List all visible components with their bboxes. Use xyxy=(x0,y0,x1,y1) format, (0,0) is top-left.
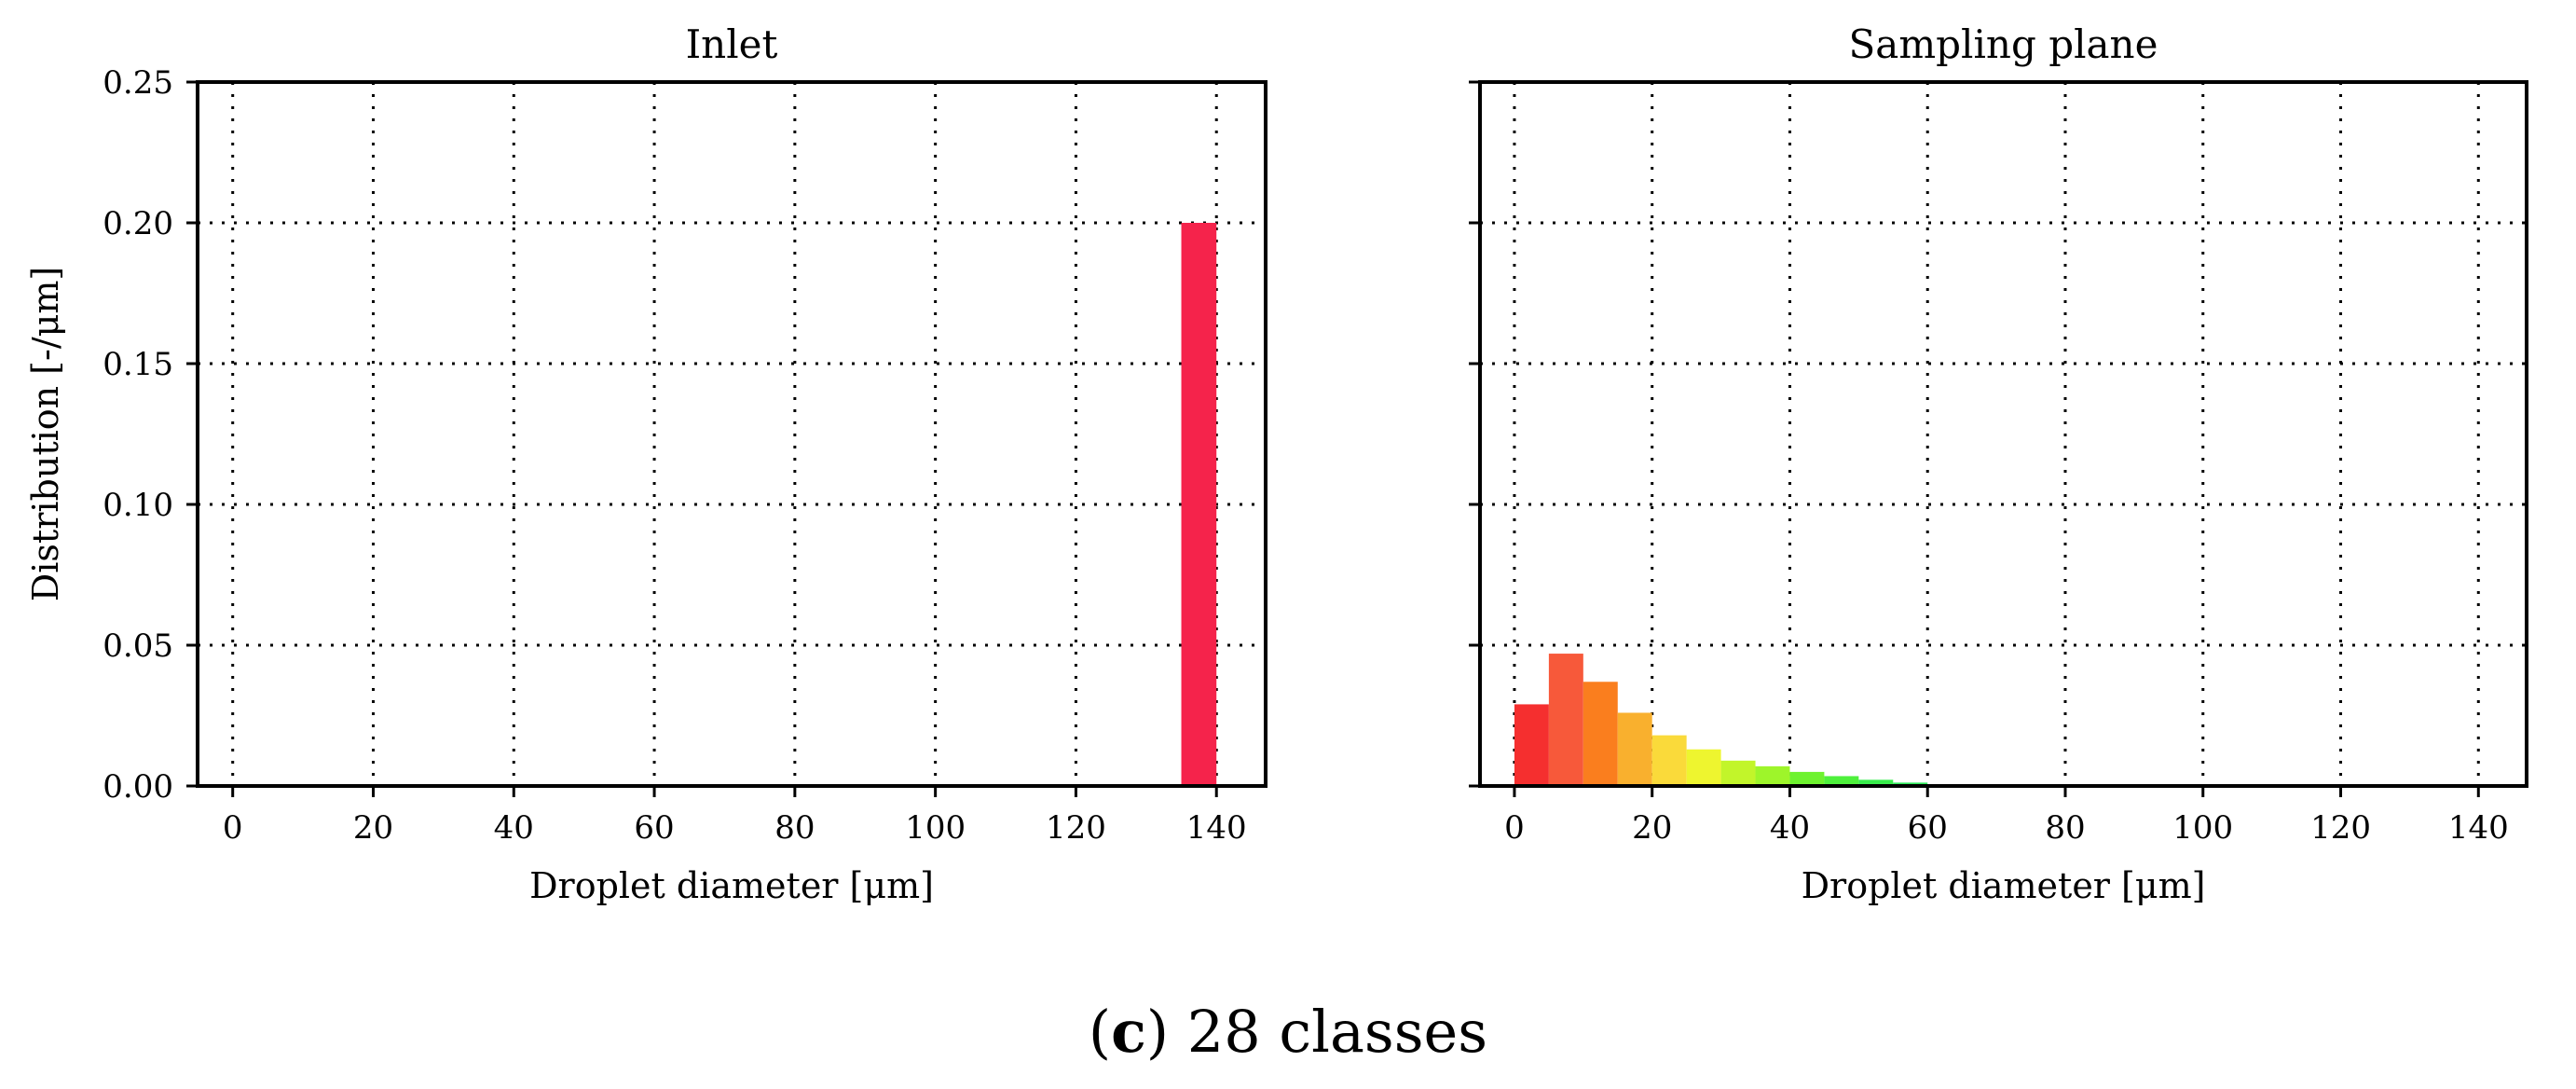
x-tick-label: 80 xyxy=(2045,809,2085,847)
bar xyxy=(1548,654,1583,786)
panel-title: Sampling plane xyxy=(1849,21,2158,67)
caption-text: 28 classes xyxy=(1186,998,1488,1066)
x-tick-label: 20 xyxy=(1632,809,1672,847)
x-tick-label: 80 xyxy=(774,809,815,847)
panel-title: Inlet xyxy=(686,21,778,67)
bar xyxy=(1789,771,1825,786)
x-tick-label: 120 xyxy=(1046,809,1106,847)
bar xyxy=(1583,682,1618,786)
y-tick-label: 0.00 xyxy=(103,768,173,806)
x-tick-label: 20 xyxy=(353,809,393,847)
x-tick-label: 120 xyxy=(2310,809,2371,847)
plot-frame xyxy=(1478,80,2528,788)
y-tick-label: 0.05 xyxy=(103,627,173,665)
y-tick-label: 0.25 xyxy=(103,64,173,102)
x-tick-label: 100 xyxy=(905,809,966,847)
x-axis-label: Droplet diameter [μm] xyxy=(1802,865,2206,906)
x-tick-label: 140 xyxy=(1186,809,1247,847)
y-axis-label: Distribution [-/μm] xyxy=(25,267,66,601)
x-tick-label: 0 xyxy=(223,809,243,847)
bar xyxy=(1720,760,1756,786)
bar xyxy=(1755,765,1790,786)
y-tick-label: 0.20 xyxy=(103,205,173,242)
bar xyxy=(1858,779,1894,786)
bar xyxy=(1686,749,1721,786)
inlet-panel: 0 20 40 60 80 100 120 140 0.00 0.05 0.10 0.15 0.20 0.… xyxy=(25,21,1267,906)
x-axis-label: Droplet diameter [μm] xyxy=(529,865,934,906)
x-tick-label: 60 xyxy=(1908,809,1948,847)
y-tick-label: 0.15 xyxy=(103,346,173,383)
y-tick-label: 0.10 xyxy=(103,487,173,524)
plot-frame xyxy=(196,80,1267,788)
bar xyxy=(1181,223,1217,786)
bar xyxy=(1824,776,1859,786)
x-tick-label: 100 xyxy=(2172,809,2233,847)
bar xyxy=(1617,712,1652,786)
x-tick-label: 60 xyxy=(634,809,674,847)
sampling-plane-panel: 0 20 40 60 80 100 120 140 Sampling plane Droplet … xyxy=(1469,21,2528,906)
figure-caption: (c) 28 classes xyxy=(1088,998,1488,1066)
x-tick-label: 140 xyxy=(2448,809,2509,847)
x-tick-label: 40 xyxy=(1770,809,1810,847)
x-tick-label: 40 xyxy=(494,809,534,847)
x-tick-label: 0 xyxy=(1504,809,1525,847)
caption-label: c xyxy=(1111,998,1146,1066)
bar xyxy=(1651,735,1687,786)
bar xyxy=(1514,704,1549,786)
